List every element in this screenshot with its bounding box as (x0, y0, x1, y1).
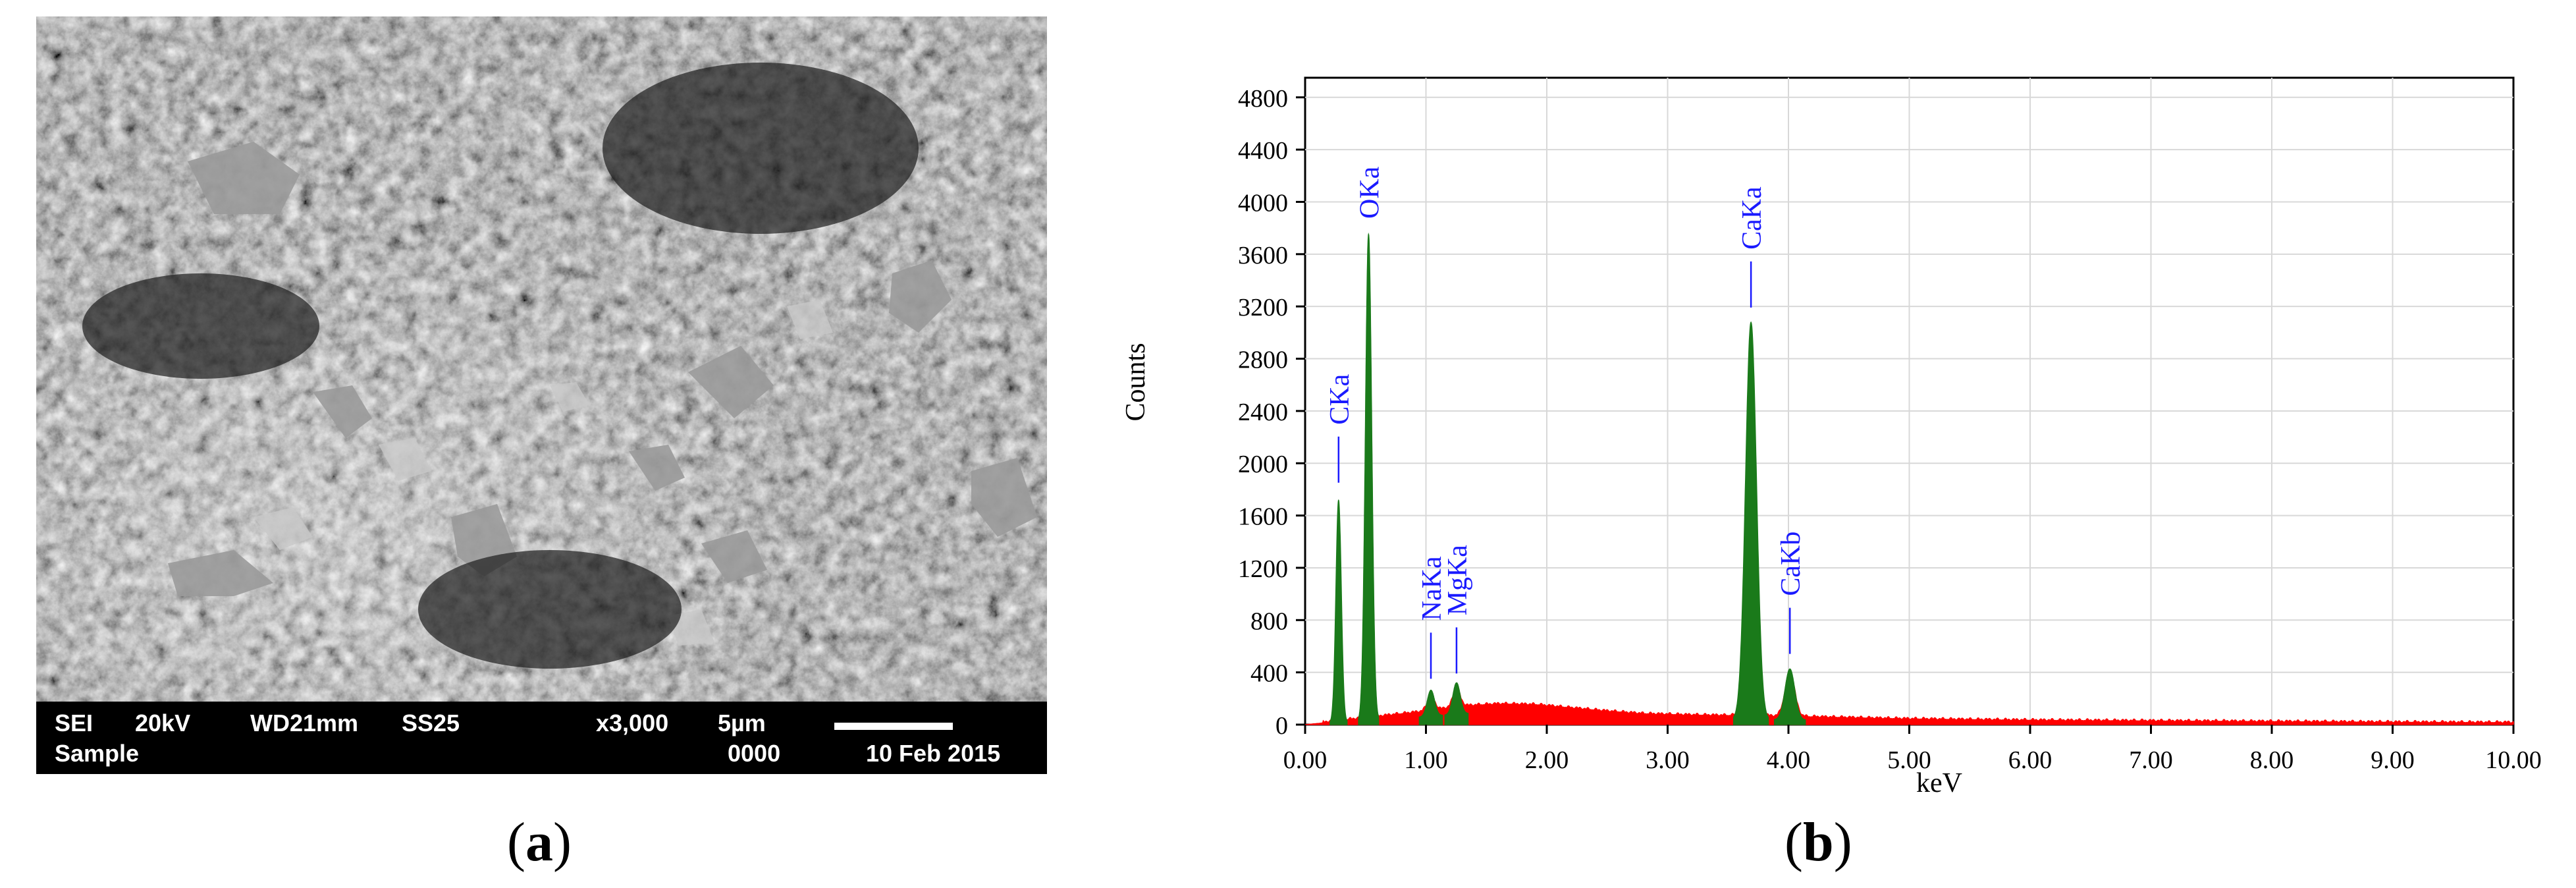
x-tick-label: 4.00 (1767, 746, 1811, 774)
peak-label-cakb: CaKb (1776, 532, 1806, 596)
sem-working-distance: WD21mm (250, 709, 359, 736)
y-tick-label: 800 (1250, 607, 1288, 635)
x-tick-label: 7.00 (2129, 746, 2173, 774)
sem-scale-label: 5µm (718, 709, 766, 736)
panel-label-b: (b) (1784, 812, 1852, 873)
x-axis-label: keV (1916, 768, 1962, 798)
sem-spot-size: SS25 (402, 709, 460, 736)
x-tick-label: 10.00 (2485, 746, 2542, 774)
x-tick-label: 6.00 (2008, 746, 2053, 774)
y-tick-label: 2800 (1238, 347, 1288, 374)
x-tick-label: 1.00 (1404, 746, 1448, 774)
sem-sample-label: Sample (55, 740, 140, 767)
x-tick-label: 5.00 (1887, 746, 1931, 774)
peak-naka (1418, 690, 1443, 725)
peak-cka (1329, 499, 1348, 725)
x-tick-label: 8.00 (2250, 746, 2294, 774)
y-tick-label: 1600 (1238, 503, 1288, 531)
sem-micrograph: SEI 20kV WD21mm SS25 x3,000 5µm Sample 0… (36, 16, 1047, 774)
x-tick-label: 2.00 (1525, 746, 1569, 774)
x-tick-label: 0.00 (1283, 746, 1328, 774)
sem-info-bar: SEI 20kV WD21mm SS25 x3,000 5µm Sample 0… (36, 702, 1047, 774)
peak-cakb (1773, 668, 1806, 725)
panel-label-a: (a) (507, 812, 572, 873)
y-tick-label: 3200 (1238, 294, 1288, 321)
peak-label-oka: OKa (1355, 166, 1385, 219)
y-tick-label: 1200 (1238, 555, 1288, 583)
x-tick-label: 3.00 (1646, 746, 1690, 774)
y-tick-label: 4000 (1238, 189, 1288, 217)
y-tick-label: 400 (1250, 660, 1288, 688)
y-tick-label: 0 (1275, 712, 1288, 740)
peak-mgka (1444, 682, 1469, 725)
y-tick-label: 4400 (1238, 137, 1288, 165)
sem-image-number: 0000 (728, 740, 781, 767)
sem-scale-bar (834, 723, 953, 730)
peak-caka (1732, 321, 1769, 725)
peak-label-cka: CKa (1325, 374, 1355, 424)
y-axis-label: Counts (1121, 343, 1151, 421)
y-tick-label: 3600 (1238, 242, 1288, 269)
y-tick-label: 4800 (1238, 85, 1288, 113)
peak-series (1329, 232, 1806, 725)
sem-magnification: x3,000 (596, 709, 669, 736)
x-axis: 0.00 1.00 2.00 3.00 4.00 5.00 6.00 7.00 8.00 9.00… (1283, 725, 2542, 774)
sem-voltage: 20kV (135, 709, 191, 736)
y-tick-label: 2000 (1238, 451, 1288, 478)
x-tick-label: 9.00 (2371, 746, 2415, 774)
y-axis: 0 400 800 1200 1600 2000 2400 2800 3200 3600 4000 4… (1238, 85, 1305, 740)
peak-label-mgka: MgKa (1443, 545, 1473, 616)
peak-label-naka: NaKa (1417, 556, 1447, 621)
grid (1305, 78, 2513, 725)
sem-image (36, 16, 1047, 702)
sem-mode: SEI (55, 709, 94, 736)
panel-letter-b: b (1802, 812, 1834, 873)
sem-date: 10 Feb 2015 (866, 740, 1001, 767)
y-tick-label: 2400 (1238, 399, 1288, 426)
peak-label-caka: CaKa (1737, 186, 1767, 250)
panel-letter-a: a (525, 812, 553, 873)
peak-oka (1358, 232, 1380, 725)
